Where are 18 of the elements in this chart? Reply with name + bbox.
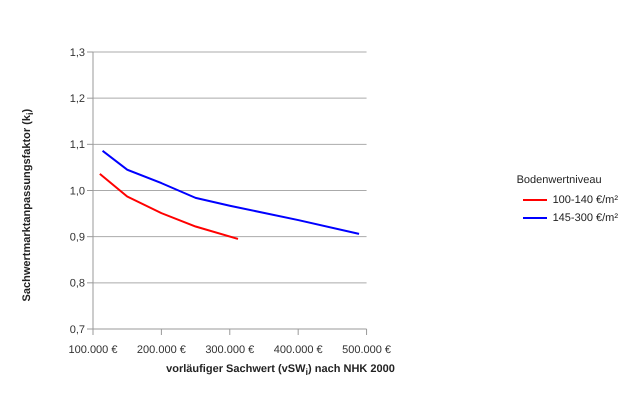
x-tick-label: 300.000 €	[205, 344, 254, 356]
x-tick-label: 200.000 €	[136, 344, 186, 356]
legend-label: 100-140 €/m²	[552, 194, 618, 206]
x-tick-label: 100.000 €	[68, 344, 118, 356]
y-tick-label: 1,3	[70, 46, 85, 59]
x-tick-label: 400.000 €	[274, 344, 323, 356]
line-series	[98, 172, 239, 240]
y-tick-label: 0,7	[70, 324, 85, 336]
y-tick-label: 1,1	[70, 139, 85, 152]
x-axis-title: vorläufiger Sachwert (vSW$_{i}$) nach NHK 2000	[165, 363, 396, 378]
legend-title: Bodenwertniveau	[516, 174, 603, 186]
x-tick-label: 500.000 €	[342, 344, 392, 356]
y-tick-label: 0,9	[70, 232, 85, 244]
y-tick-label: 1,0	[70, 185, 85, 198]
y-tick-label: 0,8	[70, 278, 85, 290]
line-series	[102, 150, 360, 235]
legend-label: 145-300 €/m²	[552, 212, 618, 224]
y-tick-label: 1,2	[70, 93, 85, 106]
